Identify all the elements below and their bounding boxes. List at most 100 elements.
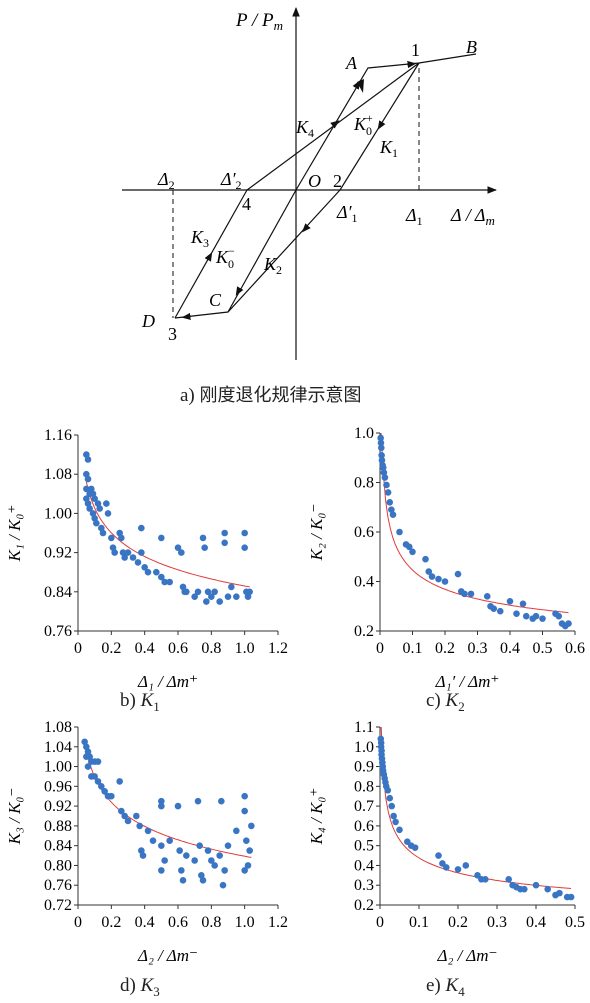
caption-b: b) K1 <box>120 690 160 715</box>
x-tick-label: 0 <box>74 640 82 657</box>
data-point <box>244 862 252 869</box>
data-point <box>388 506 395 514</box>
data-point <box>116 778 123 785</box>
data-point <box>532 612 540 620</box>
data-point <box>422 555 429 563</box>
caption-d-prefix: d) <box>120 975 136 996</box>
data-point <box>389 511 397 518</box>
data-point <box>482 875 489 883</box>
data-point <box>216 852 223 859</box>
y-tick-label: 0.96 <box>44 778 72 795</box>
data-point <box>441 578 449 585</box>
data-point <box>144 568 152 576</box>
chart-c-K2: 0 0.1 0.2 0.3 0.4 0.5 0.6 0.2 0.4 0.6 0.8 1.0 K₂ / K… <box>307 425 585 691</box>
data-point <box>183 852 190 859</box>
label-K3: K3 <box>190 227 209 250</box>
data-point <box>138 524 145 532</box>
data-point <box>99 529 107 537</box>
data-point <box>216 598 223 605</box>
hysteresis-diagram: P / Pm Δ / Δm 1 2 3 4 A B C D O Δ1 Δ′1 Δ… <box>122 7 497 360</box>
label-delta1: Δ1 <box>405 205 423 228</box>
data-point <box>208 857 215 864</box>
data-point <box>136 822 143 830</box>
caption-e: e) K4 <box>426 975 465 1000</box>
data-point <box>158 867 165 874</box>
data-point <box>522 612 530 620</box>
data-point <box>208 593 215 600</box>
data-point <box>519 600 527 608</box>
data-point <box>221 539 228 547</box>
data-point <box>532 881 540 889</box>
data-point <box>191 593 198 600</box>
caption-d-sub: 3 <box>153 983 160 999</box>
y-tick-label: 0.92 <box>44 545 72 562</box>
data-point <box>243 837 250 845</box>
data-point <box>556 889 563 897</box>
data-point <box>194 797 202 805</box>
y-tick-label: 0.8 <box>354 778 374 795</box>
caption-e-sub: 4 <box>458 983 465 999</box>
x-tick-label: 0.1 <box>403 640 423 657</box>
caption-a: a) 刚度退化规律示意图 <box>180 381 362 407</box>
y-tick-label: 1.04 <box>44 739 72 756</box>
y-tick-label: 0.6 <box>354 524 374 541</box>
data-point <box>124 549 132 556</box>
y-axis-title: P / Pm <box>235 10 283 33</box>
data-point <box>183 588 190 596</box>
data-point <box>139 852 147 859</box>
data-point <box>201 544 208 551</box>
y-tick-label: 1.1 <box>354 719 374 736</box>
data-point <box>199 534 207 542</box>
data-point <box>241 792 248 800</box>
x-tick-label: 0.2 <box>448 914 468 931</box>
origin-O: O <box>308 171 321 191</box>
x-tick-label: 0.2 <box>101 914 121 931</box>
data-point <box>396 826 403 834</box>
data-point <box>248 822 255 830</box>
data-point <box>544 885 551 893</box>
data-point <box>381 474 389 481</box>
caption-c-prefix: c) <box>426 690 441 711</box>
y-tick-label: 0.76 <box>44 623 72 640</box>
data-point <box>91 773 98 780</box>
data-point <box>425 568 433 575</box>
data-point <box>384 489 392 496</box>
y-tick-label: 0.4 <box>354 574 374 591</box>
y-tick-label: 1.0 <box>354 739 374 756</box>
y-axis-label: K₁ / K₀⁺ <box>5 505 24 563</box>
y-tick-label: 1.00 <box>44 759 72 776</box>
data-point <box>98 783 105 790</box>
data-point <box>428 573 436 580</box>
chart-b-K1: 0 0.2 0.4 0.6 0.8 1.0 1.2 0.76 0.84 0.92 1.00 1.08 1… <box>5 427 288 691</box>
data-point <box>454 570 462 578</box>
x-axis-label: Δ₁′ / Δm⁺ <box>435 672 500 691</box>
data-point <box>462 862 470 869</box>
data-point <box>199 876 207 884</box>
data-point <box>228 583 235 591</box>
data-point <box>211 588 218 596</box>
data-point <box>86 505 93 512</box>
data-point <box>141 564 148 571</box>
label-delta1-prime: Δ′1 <box>336 202 358 225</box>
data-point <box>241 867 248 874</box>
data-point <box>384 786 392 794</box>
x-axis-label: Δ₁ / Δm⁺ <box>137 672 198 691</box>
data-point <box>539 615 546 622</box>
x-tick-label: 0.4 <box>135 640 155 657</box>
data-point <box>84 475 92 483</box>
y-tick-label: 0.84 <box>44 838 72 855</box>
y-tick-label: 1.08 <box>44 719 72 736</box>
data-point <box>158 802 165 810</box>
x-tick-label: 0.1 <box>409 914 429 931</box>
data-point <box>166 837 173 845</box>
caption-a-prefix: a) <box>180 385 195 406</box>
x-tick-label: 0 <box>74 914 82 931</box>
data-point <box>178 867 185 874</box>
x-tick-label: 0.6 <box>168 914 188 931</box>
data-point <box>138 549 145 556</box>
chart-e-K4: 0 0.1 0.2 0.3 0.4 0.5 0.2 0.3 0.4 0.5 0.6 0.7 0.8 0.9… <box>307 719 585 965</box>
data-point <box>241 529 248 537</box>
data-point <box>219 881 227 889</box>
data-point <box>567 893 575 901</box>
path-O-3 <box>227 189 297 313</box>
